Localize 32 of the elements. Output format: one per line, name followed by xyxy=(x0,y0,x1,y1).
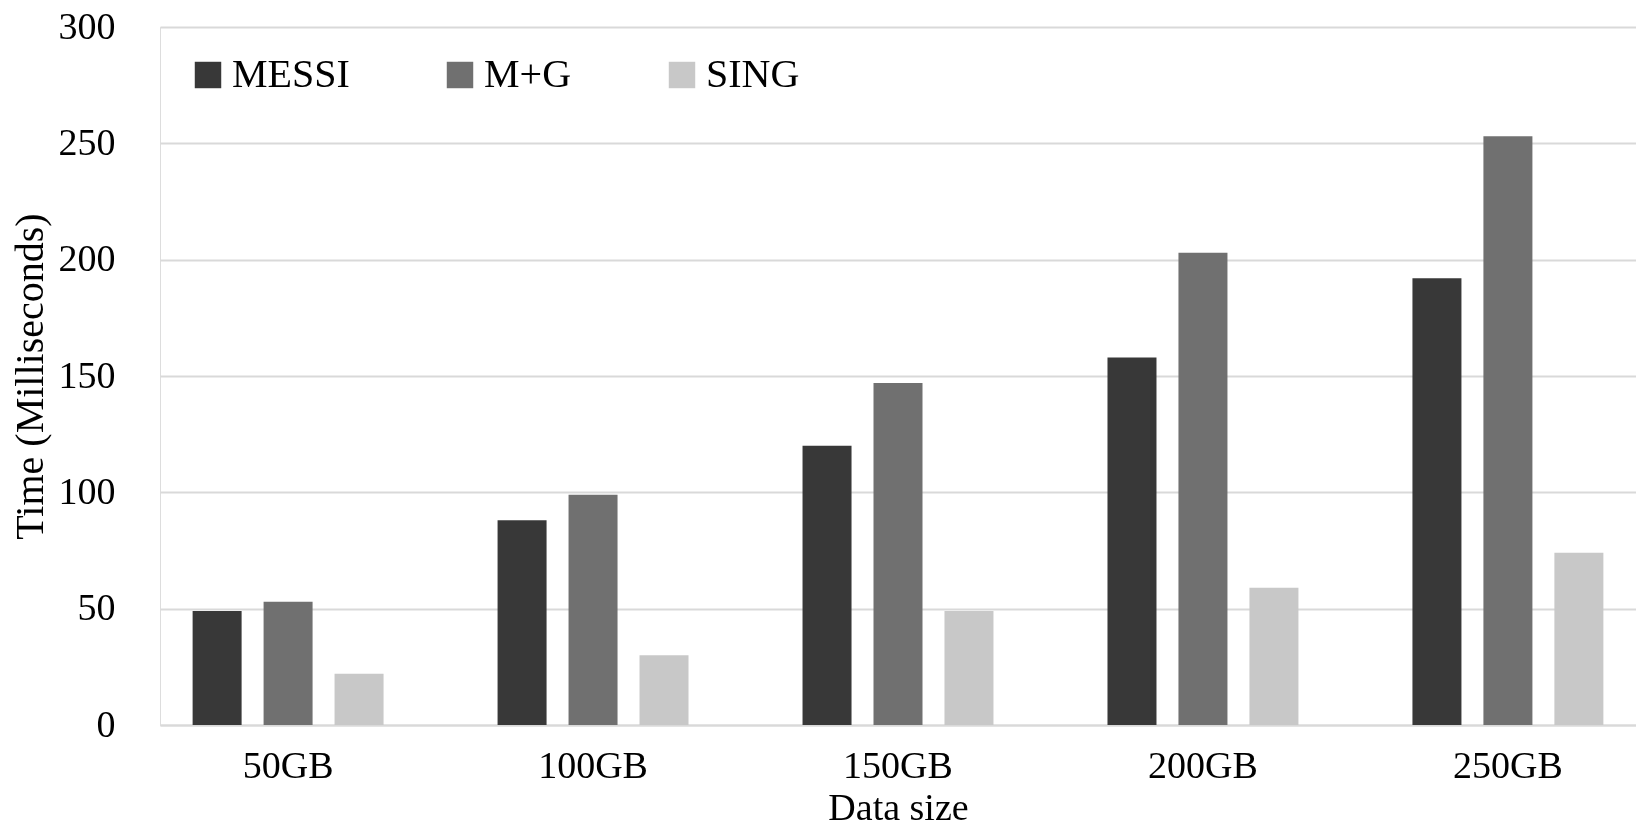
x-tick-label: 100GB xyxy=(538,743,648,786)
y-tick-label: 50 xyxy=(77,586,116,629)
x-tick-label: 150GB xyxy=(843,743,953,786)
y-tick-label: 150 xyxy=(58,353,116,396)
legend-label: MESSI xyxy=(232,51,350,96)
bar xyxy=(497,520,547,725)
x-tick-label: 200GB xyxy=(1148,743,1258,786)
bar xyxy=(1249,587,1299,725)
legend-label: M+G xyxy=(484,51,572,96)
y-tick-label: 300 xyxy=(58,4,116,47)
bar xyxy=(568,494,618,725)
bar xyxy=(944,610,994,725)
bar xyxy=(192,610,242,725)
bar xyxy=(1554,552,1604,725)
y-tick-label: 0 xyxy=(96,702,116,745)
y-tick-label: 100 xyxy=(58,469,116,512)
bar xyxy=(1107,357,1157,725)
y-tick-label: 200 xyxy=(58,237,116,280)
x-tick-label: 250GB xyxy=(1453,743,1563,786)
bar xyxy=(263,601,313,725)
bar xyxy=(1412,278,1462,725)
legend-label: SING xyxy=(706,51,800,96)
bar xyxy=(873,382,923,725)
bar xyxy=(802,445,852,725)
y-tick-label: 250 xyxy=(58,120,116,163)
bar xyxy=(1178,252,1228,725)
bar xyxy=(639,655,689,725)
x-tick-label: 50GB xyxy=(242,743,334,786)
y-axis-title: Time (Milliseconds) xyxy=(6,213,52,540)
bar xyxy=(1483,136,1533,725)
bar xyxy=(334,673,384,725)
x-axis-title: Data size xyxy=(828,785,969,828)
